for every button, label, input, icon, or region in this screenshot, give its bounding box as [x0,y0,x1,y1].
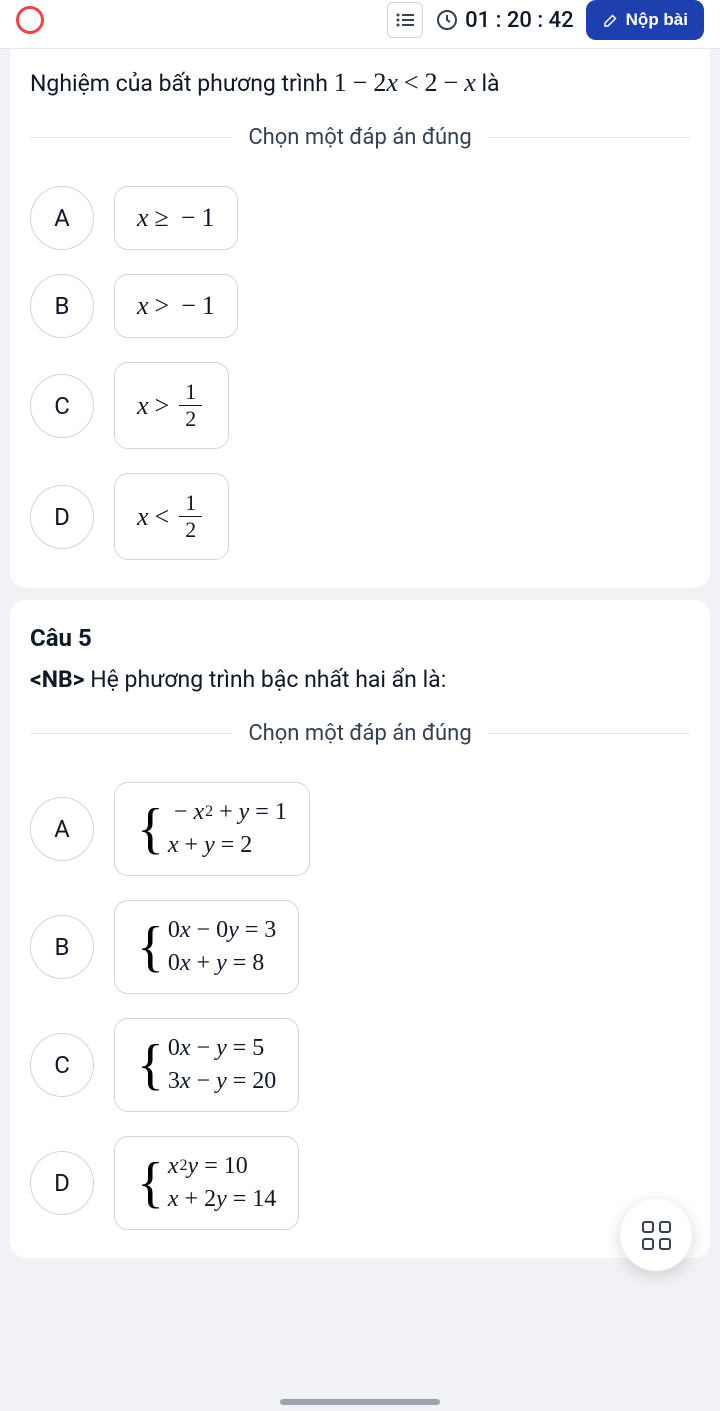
option-letter: B [30,915,94,979]
option-letter: D [30,1151,94,1215]
option-b[interactable]: B { 0x−0y=3 0x+y=8 [30,900,690,994]
instruction: Chọn một đáp án đúng [232,721,487,746]
option-content: { 0x−0y=3 0x+y=8 [114,900,299,994]
timer: 01 : 20 : 42 [435,8,574,33]
home-indicator [280,1399,440,1405]
option-a[interactable]: A x≥−1 [30,186,690,250]
header-bar: 01 : 20 : 42 Nộp bài [0,0,720,49]
submit-button[interactable]: Nộp bài [586,0,704,40]
option-d[interactable]: D { x2y=10 x+2y=14 [30,1136,690,1230]
option-content: x<12 [114,473,229,560]
option-content: x≥−1 [114,186,238,250]
option-d[interactable]: D x<12 [30,473,690,560]
option-content: x>−1 [114,274,238,338]
option-c[interactable]: C x>12 [30,362,690,449]
option-content: { 0x−y=5 3x−y=20 [114,1018,299,1112]
option-letter: B [30,274,94,338]
question-text: <NB> Hệ phương trình bậc nhất hai ẩn là: [30,664,690,696]
grid-icon [642,1221,671,1250]
option-letter: A [30,797,94,861]
option-letter: D [30,485,94,549]
option-letter: C [30,374,94,438]
timer-text: 01 : 20 : 42 [465,8,574,33]
option-b[interactable]: B x>−1 [30,274,690,338]
option-a[interactable]: A { −x2+y=1 x+y=2 [30,782,690,876]
option-content: x>12 [114,362,229,449]
question-card-4: Nghiệm của bất phương trình 1−2x<2−x là … [10,49,710,588]
option-c[interactable]: C { 0x−y=5 3x−y=20 [30,1018,690,1112]
option-content: { x2y=10 x+2y=14 [114,1136,299,1230]
clock-icon [435,8,459,32]
option-letter: A [30,186,94,250]
instruction: Chọn một đáp án đúng [232,125,487,150]
grid-menu-button[interactable] [620,1199,692,1271]
option-letter: C [30,1033,94,1097]
submit-label: Nộp bài [626,10,688,30]
option-content: { −x2+y=1 x+y=2 [114,782,310,876]
pencil-icon [602,11,620,29]
question-card-5: Câu 5 <NB> Hệ phương trình bậc nhất hai … [10,600,710,1257]
progress-circle-icon [16,6,44,34]
list-icon[interactable] [387,2,423,38]
question-title: Câu 5 [30,624,690,652]
question-text: Nghiệm của bất phương trình 1−2x<2−x là [30,65,690,101]
